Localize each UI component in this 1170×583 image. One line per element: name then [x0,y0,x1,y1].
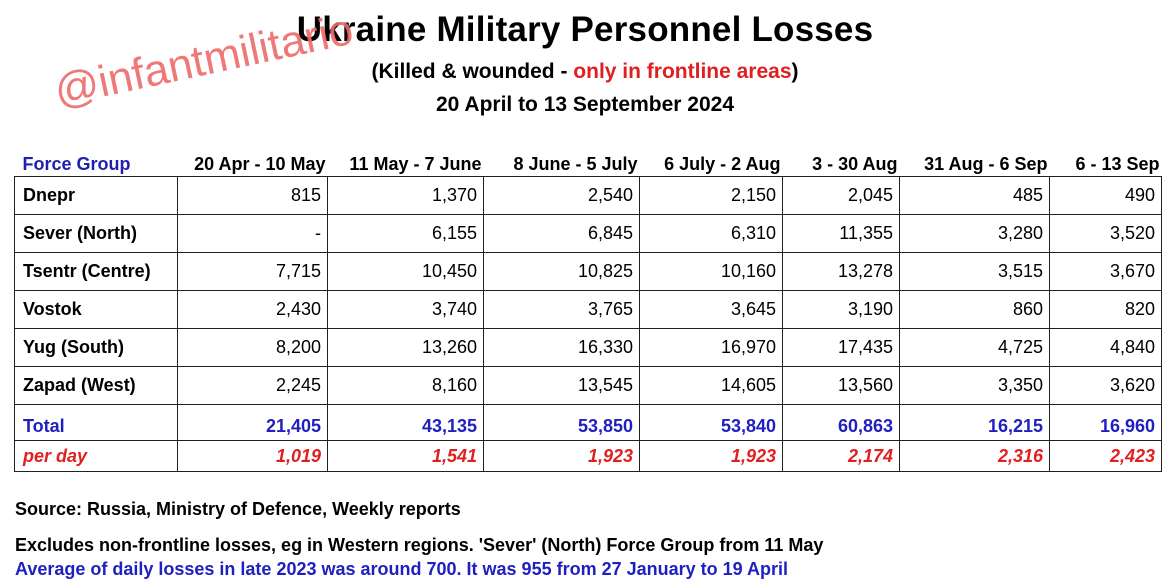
per-day-cell: 1,923 [639,440,783,472]
total-row: Total 21,405 43,135 53,850 53,840 60,863… [14,404,1162,441]
table-header-row: Force Group 20 Apr - 10 May 11 May - 7 J… [15,152,1162,177]
table-cell: 13,260 [327,328,484,367]
column-header: 8 June - 5 July [513,153,638,174]
table-cell: 14,605 [639,366,783,405]
per-day-cell: 1,923 [483,440,640,472]
per-day-cell: 2,316 [899,440,1050,472]
column-header: 11 May - 7 June [349,153,482,174]
table-cell: 3,520 [1049,214,1162,253]
table-cell: 11,355 [782,214,900,253]
table-cell: 7,715 [177,252,328,291]
table-row: Vostok 2,430 3,740 3,765 3,645 3,190 860… [14,290,1162,329]
excludes-note: Excludes non-frontline losses, eg in Wes… [15,535,824,555]
table-cell: 2,430 [177,290,328,329]
table-cell: 2,150 [639,176,783,215]
table-cell: 1,370 [327,176,484,215]
table-row: Zapad (West) 2,245 8,160 13,545 14,605 1… [14,366,1162,405]
total-cell: 21,405 [177,404,328,441]
date-range: 20 April to 13 September 2024 [435,93,735,116]
losses-table: Force Group 20 Apr - 10 May 11 May - 7 J… [14,152,1162,472]
total-cell: 16,960 [1049,404,1162,441]
column-header: 20 Apr - 10 May [194,153,326,174]
per-day-cell: 1,019 [177,440,328,472]
table-cell: 485 [899,176,1050,215]
total-cell: 43,135 [327,404,484,441]
row-label: Sever (North) [14,214,178,253]
total-cell: 16,215 [899,404,1050,441]
table-cell: 10,160 [639,252,783,291]
table-cell: 490 [1049,176,1162,215]
column-header: 31 Aug - 6 Sep [924,153,1048,174]
table-cell: 3,350 [899,366,1050,405]
row-label: Tsentr (Centre) [14,252,178,291]
table-cell: 4,725 [899,328,1050,367]
row-label: Dnepr [14,176,178,215]
table-cell: 2,045 [782,176,900,215]
table-cell: 16,970 [639,328,783,367]
table-cell: 10,825 [483,252,640,291]
average-note: Average of daily losses in late 2023 was… [15,559,788,579]
column-header: 6 - 13 Sep [1075,153,1160,174]
per-day-row: per day 1,019 1,541 1,923 1,923 2,174 2,… [14,440,1162,472]
total-cell: 53,850 [483,404,640,441]
table-cell: 8,160 [327,366,484,405]
table-cell: 3,620 [1049,366,1162,405]
per-day-cell: 2,423 [1049,440,1162,472]
table-cell: 6,845 [483,214,640,253]
table-row: Dnepr 815 1,370 2,540 2,150 2,045 485 49… [14,176,1162,215]
subtitle-open: (Killed & wounded - [371,60,574,83]
per-day-cell: 2,174 [782,440,900,472]
table-cell: 3,515 [899,252,1050,291]
table-cell: 16,330 [483,328,640,367]
source-note: Source: Russia, Ministry of Defence, Wee… [15,499,461,519]
table-cell: 3,765 [483,290,640,329]
table-cell: 13,278 [782,252,900,291]
table-cell: 17,435 [782,328,900,367]
row-label: Vostok [14,290,178,329]
table-cell: 6,155 [327,214,484,253]
subtitle: (Killed & wounded - only in frontline ar… [0,60,1170,84]
subtitle-close: ) [791,60,799,83]
subtitle-highlight: only in frontline areas [573,60,792,83]
row-label: Yug (South) [14,328,178,367]
total-cell: 53,840 [639,404,783,441]
column-header: 3 - 30 Aug [812,153,898,174]
table-cell: 820 [1049,290,1162,329]
table-cell: 3,670 [1049,252,1162,291]
table-cell: 815 [177,176,328,215]
column-header: 6 July - 2 Aug [664,153,781,174]
table-cell: - [177,214,328,253]
table-cell: 4,840 [1049,328,1162,367]
table-cell: 13,560 [782,366,900,405]
table-cell: 2,540 [483,176,640,215]
table-row: Sever (North) - 6,155 6,845 6,310 11,355… [14,214,1162,253]
table-cell: 8,200 [177,328,328,367]
table-cell: 6,310 [639,214,783,253]
table-cell: 10,450 [327,252,484,291]
column-header-force-group: Force Group [22,153,131,174]
table-row: Yug (South) 8,200 13,260 16,330 16,970 1… [14,328,1162,367]
table-cell: 3,280 [899,214,1050,253]
total-cell: 60,863 [782,404,900,441]
table-row: Tsentr (Centre) 7,715 10,450 10,825 10,1… [14,252,1162,291]
table-cell: 3,740 [327,290,484,329]
table-cell: 3,645 [639,290,783,329]
row-label: Zapad (West) [14,366,178,405]
per-day-cell: 1,541 [327,440,484,472]
table-cell: 2,245 [177,366,328,405]
table-cell: 3,190 [782,290,900,329]
total-label: Total [14,404,178,441]
per-day-label: per day [14,440,178,472]
table-cell: 860 [899,290,1050,329]
table-cell: 13,545 [483,366,640,405]
page-title: Ukraine Military Personnel Losses [296,10,874,49]
